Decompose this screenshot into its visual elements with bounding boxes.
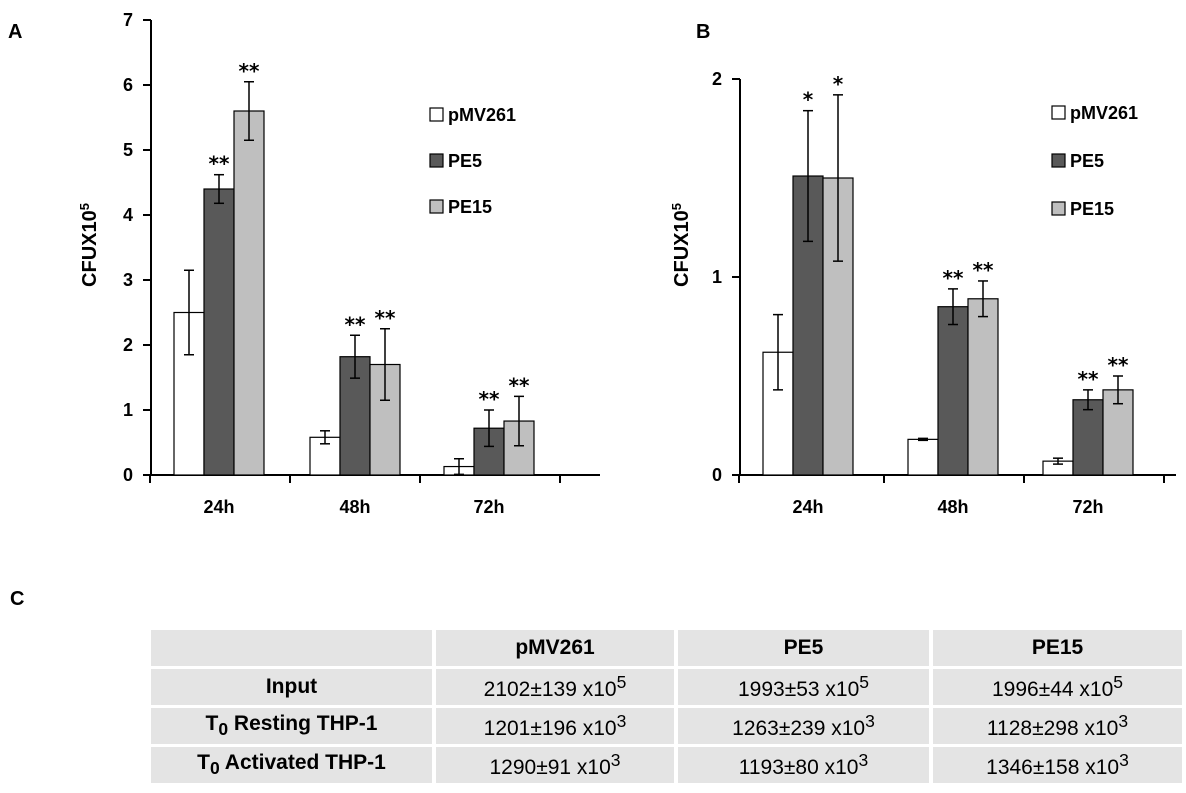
panel-label-a: A: [8, 21, 22, 43]
panel-label-b: B: [696, 21, 710, 43]
legend-label: PE15: [1070, 199, 1114, 219]
x-tick-label: 72h: [1072, 497, 1103, 517]
table-cell: 1290±91 x103: [436, 747, 678, 786]
bar: [907, 438, 939, 476]
x-tick-label: 24h: [203, 497, 234, 517]
x-tick-label: 48h: [339, 497, 370, 517]
legend-swatch: [1051, 105, 1066, 120]
y-tick-label: 1: [712, 267, 722, 287]
table-row-label: T0 Resting THP-1: [151, 708, 436, 747]
legend-swatch: [429, 199, 444, 214]
y-tick-label: 2: [123, 335, 133, 355]
legend-swatch: [1051, 201, 1066, 216]
bar: [967, 298, 999, 476]
significance-label: **: [345, 312, 366, 336]
chart-panel-b: B CFUX105 012**24h** **48h****72hpMV261PE…: [669, 21, 1176, 517]
table-cell: 1193±80 x103: [678, 747, 933, 786]
legend-label: PE5: [1070, 151, 1104, 171]
legend-swatch: [429, 153, 444, 168]
table-header-cell: PE5: [678, 630, 933, 669]
y-tick-label: 0: [712, 465, 722, 485]
legend-swatch: [1051, 153, 1066, 168]
table-row: T0 Resting THP-1 1201±196 x103 1263±239 x1…: [151, 708, 1186, 747]
bar: [1072, 399, 1104, 476]
bar: [233, 110, 265, 476]
table-row-label: T0 Activated THP-1: [151, 747, 436, 786]
legend-label: pMV261: [1070, 103, 1138, 123]
bar: [937, 306, 969, 476]
panel-label-c: C: [10, 588, 25, 610]
table-cell: 1996±44 x105: [933, 669, 1186, 708]
table-cell: 1263±239 x103: [678, 708, 933, 747]
table-cell: 1128±298 x103: [933, 708, 1186, 747]
legend-swatch: [429, 107, 444, 122]
bar: [203, 188, 235, 476]
y-tick-label: 0: [123, 465, 133, 485]
significance-label: **: [479, 387, 500, 411]
significance-label: *: [833, 72, 844, 96]
table-cell: 1201±196 x103: [436, 708, 678, 747]
x-tick-label: 24h: [792, 497, 823, 517]
significance-label: *: [803, 88, 814, 112]
table-row: Input 2102±139 x105 1993±53 x105 1996±44 x1…: [151, 669, 1186, 708]
legend-label: pMV261: [448, 105, 516, 125]
table-cell: 2102±139 x105: [436, 669, 678, 708]
y-tick-label: 5: [123, 140, 133, 160]
table-row: T0 Activated THP-1 1290±91 x103 1193±80 x1…: [151, 747, 1186, 786]
x-tick-label: 48h: [937, 497, 968, 517]
table-header-cell: [151, 630, 436, 669]
table-cell: 1346±158 x103: [933, 747, 1186, 786]
legend-label: PE5: [448, 151, 482, 171]
y-tick-label: 1: [123, 400, 133, 420]
significance-label: **: [239, 59, 260, 83]
results-table: pMV261 PE5 PE15 Input 2102±139 x105 1993±5…: [151, 630, 1186, 786]
chart-panel-a: A CFUX105 0 1 2 3 4 5 6 7 ** ** 24h ** ** 48h ** ** 72h p…: [8, 10, 600, 517]
x-tick-label: 72h: [473, 497, 504, 517]
significance-label: **: [943, 266, 964, 290]
significance-label: **: [375, 306, 396, 330]
significance-label: **: [509, 373, 530, 397]
table-row-label: Input: [151, 669, 436, 708]
significance-label: **: [973, 258, 994, 282]
y-tick-label: 3: [123, 270, 133, 290]
table-header-cell: PE15: [933, 630, 1186, 669]
table-header-cell: pMV261: [436, 630, 678, 669]
y-axis-label-b: CFUX105: [669, 203, 694, 287]
legend-label: PE15: [448, 197, 492, 217]
y-tick-label: 4: [123, 205, 133, 225]
y-tick-label: 7: [123, 10, 133, 30]
bar: [339, 356, 371, 476]
y-tick-label: 2: [712, 69, 722, 89]
y-tick-label: 6: [123, 75, 133, 95]
table-cell: 1993±53 x105: [678, 669, 933, 708]
significance-label: **: [209, 152, 230, 176]
significance-label: **: [1108, 353, 1129, 377]
table-header-row: pMV261 PE5 PE15: [151, 630, 1186, 669]
y-axis-label-a: CFUX105: [77, 203, 102, 287]
significance-label: **: [1078, 367, 1099, 391]
